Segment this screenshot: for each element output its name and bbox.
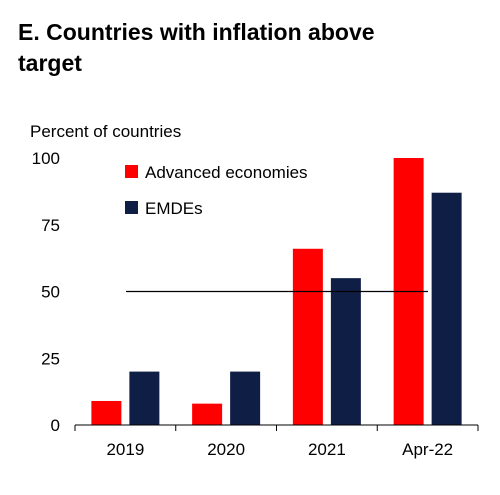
bar-emdes-2021 — [330, 278, 361, 425]
bar-emdes-apr-22 — [431, 192, 462, 425]
chart-title-line-2: target — [18, 50, 82, 76]
y-tick-label: 0 — [51, 416, 60, 435]
y-tick-label: 25 — [41, 349, 60, 368]
x-tick-label: 2019 — [106, 440, 144, 459]
y-tick-label: 100 — [32, 149, 60, 168]
axis-lines — [74, 424, 479, 431]
legend-label-advanced-economies: Advanced economies — [145, 163, 308, 182]
y-axis-label: Percent of countries — [30, 122, 181, 141]
x-axis-ticks: 2019 2020 2021 Apr-22 — [106, 440, 453, 459]
x-tick-label: 2021 — [308, 440, 346, 459]
bar-advanced-economies-2019 — [91, 400, 122, 425]
legend-label-emdes: EMDEs — [145, 199, 203, 218]
y-tick-label: 50 — [41, 283, 60, 302]
bar-emdes-2020 — [230, 371, 261, 425]
bar-emdes-2019 — [129, 371, 160, 425]
legend-swatch-advanced-economies — [125, 165, 138, 178]
legend-swatch-emdes — [125, 201, 138, 214]
bar-advanced-economies-2020 — [192, 403, 223, 425]
y-tick-label: 75 — [41, 216, 60, 235]
x-tick-label: 2020 — [207, 440, 245, 459]
chart-title: E. Countries with inflation above target — [18, 19, 375, 76]
legend: Advanced economies EMDEs — [125, 163, 308, 218]
x-tick-label: Apr-22 — [402, 440, 453, 459]
bar-advanced-economies-2021 — [292, 248, 323, 425]
chart-title-line-1: E. Countries with inflation above — [18, 19, 375, 45]
y-axis-ticks: 0 25 50 75 100 — [32, 149, 60, 435]
